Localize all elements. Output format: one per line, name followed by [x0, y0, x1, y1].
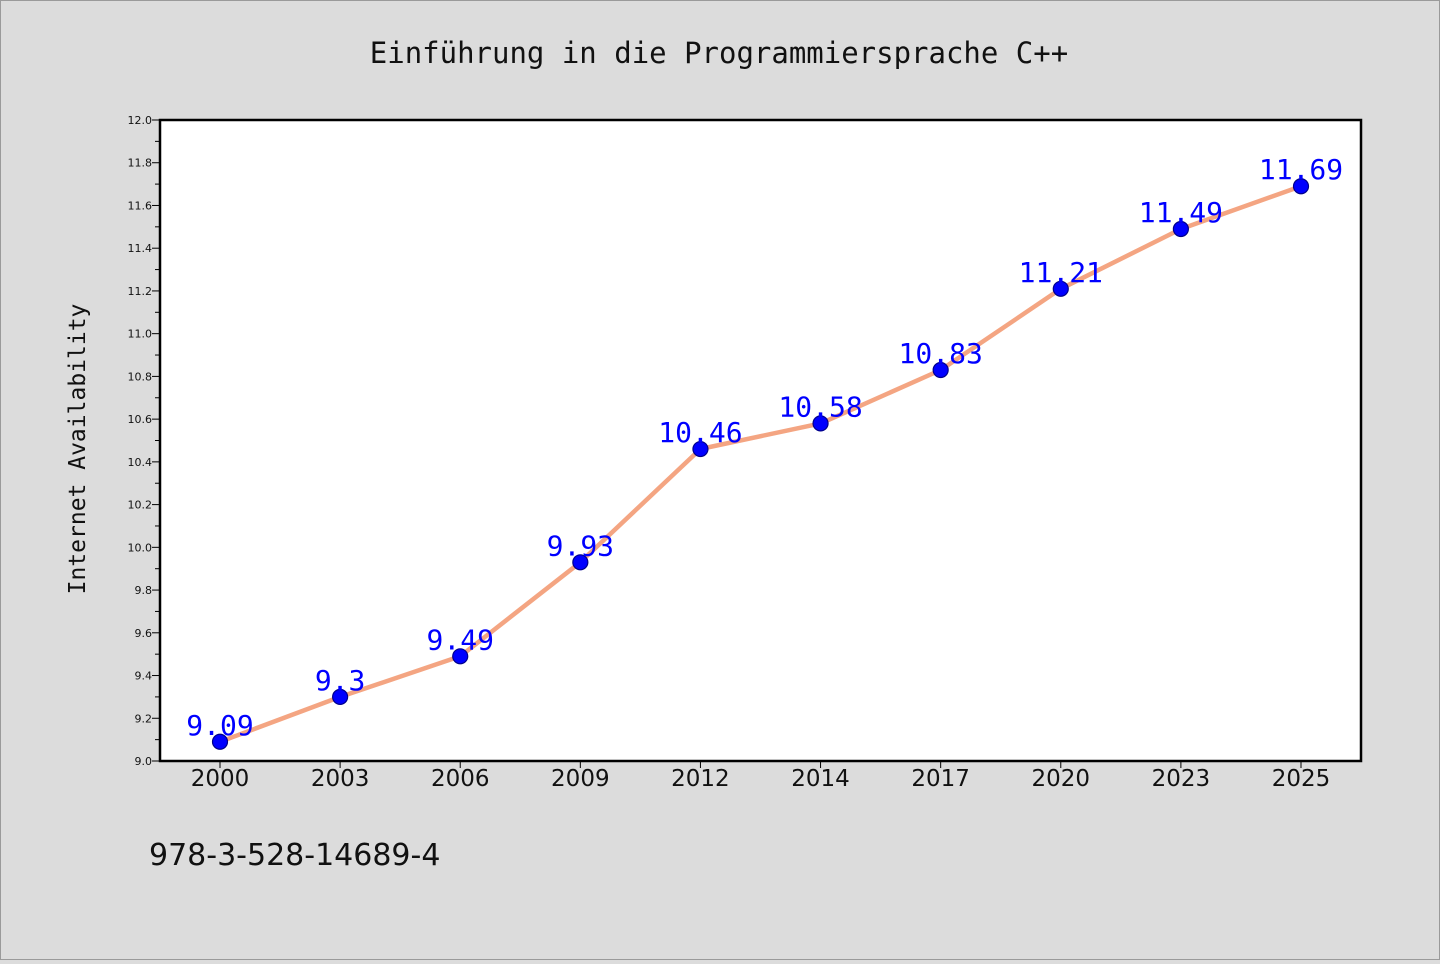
- data-point: [692, 440, 709, 458]
- y-tick-label: 9.8: [135, 584, 153, 597]
- chart-title: Einführung in die Programmiersprache C++: [370, 36, 1068, 70]
- y-tick-label: 10.8: [128, 370, 153, 383]
- data-label: 11.69: [1259, 153, 1343, 186]
- data-label: 11.49: [1139, 196, 1223, 229]
- data-point: [1172, 220, 1189, 238]
- y-axis-label: Internet Availability: [65, 304, 91, 595]
- data-point: [572, 554, 589, 571]
- y-tick-label: 9.6: [135, 627, 153, 640]
- y-tick-label: 10.2: [128, 499, 153, 512]
- isbn-footnote: 978-3-528-14689-4: [149, 838, 440, 873]
- data-label: 9.49: [427, 623, 494, 656]
- x-tick-label: 2003: [311, 766, 370, 792]
- y-tick-label: 9.0: [135, 755, 153, 768]
- data-label: 9.09: [186, 709, 253, 742]
- data-label: 9.3: [315, 664, 366, 697]
- data-point: [1052, 280, 1069, 297]
- y-tick-label: 10.0: [128, 541, 153, 554]
- data-label: 9.93: [547, 529, 614, 562]
- y-tick-label: 11.6: [128, 199, 153, 212]
- y-tick-label: 10.6: [128, 413, 153, 426]
- x-tick-label: 2023: [1152, 766, 1211, 792]
- data-label: 11.21: [1019, 256, 1103, 289]
- data-point: [812, 415, 829, 432]
- y-tick-label: 12.0: [128, 114, 153, 127]
- data-point: [1292, 178, 1310, 195]
- y-tick-label: 11.8: [128, 157, 153, 170]
- y-axis-ticks: 9.0 9.2 9.4 9.6 9.8 10.0 10.2 10.4 10.6 10.8 11.0 1…: [128, 114, 160, 768]
- data-label: 10.46: [658, 416, 742, 449]
- data-point: [452, 648, 469, 665]
- x-axis-ticks: 2000 2003 2006 2009 2012 2014 2017 2020 2023 2025: [191, 761, 1331, 792]
- x-tick-label: 2014: [791, 766, 850, 792]
- data-label: 10.58: [778, 390, 862, 423]
- y-tick-label: 11.0: [128, 328, 153, 341]
- x-tick-label: 2006: [431, 766, 490, 792]
- data-label: 10.83: [899, 337, 983, 370]
- x-tick-label: 2017: [911, 766, 970, 792]
- series-line: [217, 183, 1304, 745]
- plot-area: [160, 120, 1361, 761]
- data-labels: 9.09 9.3 9.49 9.93 10.46 10.58 10.83 11.21 11.49…: [186, 153, 1343, 742]
- x-tick-label: 2012: [671, 766, 730, 792]
- data-markers: [211, 178, 1310, 750]
- y-tick-label: 9.2: [135, 712, 153, 725]
- data-point: [932, 361, 949, 379]
- x-tick-label: 2009: [551, 766, 610, 792]
- y-tick-label: 10.4: [128, 456, 153, 469]
- y-tick-label: 11.4: [128, 242, 153, 255]
- x-tick-label: 2025: [1272, 766, 1331, 792]
- y-tick-label: 11.2: [128, 285, 153, 298]
- data-point: [211, 733, 229, 750]
- data-point: [332, 688, 349, 706]
- x-tick-label: 2000: [191, 766, 250, 792]
- plot-frame: [158, 118, 1363, 763]
- y-tick-label: 9.4: [135, 670, 153, 683]
- x-tick-label: 2020: [1032, 766, 1091, 792]
